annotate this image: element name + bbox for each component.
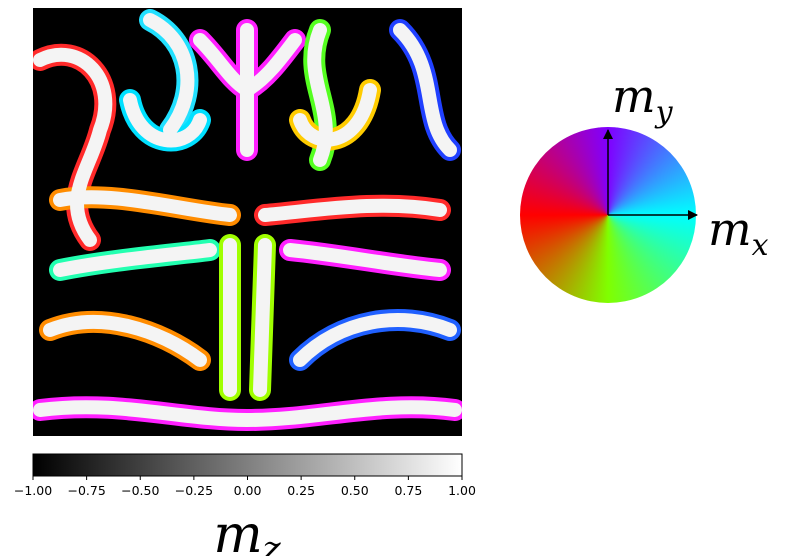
figure: mz my mx −1.00 −0.75 −0.50 −0.25 0.00 0.25 0.5… <box>0 0 789 556</box>
x-tick-label: −0.50 <box>121 483 159 498</box>
x-tick-label: 0.25 <box>287 483 315 498</box>
x-tick-label: 1.00 <box>448 483 476 498</box>
x-tick-label: −1.00 <box>14 483 52 498</box>
wheel-x-label: mx <box>708 202 769 263</box>
colorbar <box>33 454 462 476</box>
x-tick-label: 0.00 <box>234 483 262 498</box>
x-tick-label: −0.75 <box>67 483 105 498</box>
x-tick-label: 0.50 <box>341 483 369 498</box>
domain-image <box>33 8 462 436</box>
x-tick-label: −0.25 <box>175 483 213 498</box>
x-tick-label: 0.75 <box>394 483 422 498</box>
colorbar-label: mz <box>213 505 281 556</box>
wheel-y-label: my <box>612 69 674 130</box>
